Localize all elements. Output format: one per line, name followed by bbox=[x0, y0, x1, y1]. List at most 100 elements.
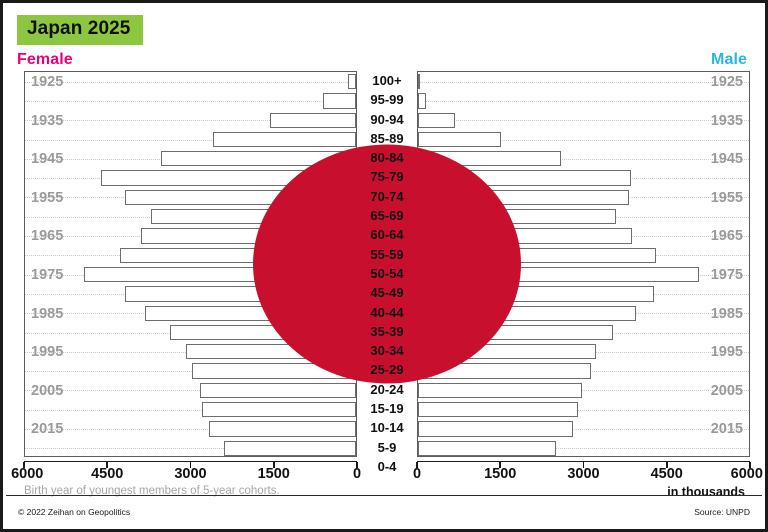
axis-tick-label: 3000 bbox=[174, 466, 207, 482]
pyramid-row bbox=[418, 361, 749, 380]
pyramid-row bbox=[418, 91, 749, 110]
birth-year-label: 1965 bbox=[31, 228, 64, 245]
birth-year-label: 2015 bbox=[31, 421, 64, 438]
bar-female-70-74 bbox=[124, 189, 356, 206]
birth-year-label: 1985 bbox=[710, 305, 743, 322]
age-label-50-54: 50-54 bbox=[370, 265, 404, 281]
axis-tick bbox=[23, 462, 25, 468]
pyramid-row: 1945 bbox=[25, 149, 356, 168]
pyramid-row: 1925 bbox=[418, 72, 749, 91]
bar-male-80-84 bbox=[418, 151, 562, 167]
age-label-95-99: 95-99 bbox=[370, 92, 404, 108]
axis-tick-label: 0 bbox=[352, 466, 362, 482]
pyramid-row bbox=[25, 400, 356, 419]
birth-year-label: 1995 bbox=[710, 344, 743, 361]
bar-female-20-24 bbox=[199, 382, 356, 399]
axis-tick-label: 4500 bbox=[650, 466, 683, 482]
bar-male-10-14 bbox=[418, 421, 574, 437]
age-label-80-84: 80-84 bbox=[370, 150, 404, 166]
bar-male-90-94 bbox=[418, 112, 456, 128]
age-label-30-34: 30-34 bbox=[370, 343, 404, 359]
pyramid-row bbox=[418, 246, 749, 265]
male-legend-label: Male bbox=[711, 51, 747, 68]
bar-male-70-74 bbox=[418, 189, 629, 206]
bar-female-10-14 bbox=[209, 421, 356, 437]
gridline bbox=[25, 81, 356, 83]
age-label-15-19: 15-19 bbox=[370, 401, 404, 417]
bar-male-55-59 bbox=[418, 247, 656, 263]
birth-year-label: 1925 bbox=[31, 74, 64, 90]
bar-female-60-64 bbox=[140, 228, 356, 244]
source-text: Source: UNPD bbox=[694, 507, 750, 517]
bar-female-50-54 bbox=[84, 266, 356, 283]
pyramid-row bbox=[25, 361, 356, 380]
axis-tick bbox=[356, 462, 358, 468]
bar-male-35-39 bbox=[418, 324, 614, 341]
page-title: Japan 2025 bbox=[17, 15, 144, 45]
age-label-10-14: 10-14 bbox=[370, 420, 404, 436]
bar-female-35-39 bbox=[169, 324, 356, 341]
age-label-40-44: 40-44 bbox=[370, 304, 404, 320]
gridline bbox=[418, 81, 749, 83]
pyramid-row: 2005 bbox=[25, 381, 356, 400]
bar-male-40-44 bbox=[418, 305, 636, 321]
birth-year-label: 1935 bbox=[710, 112, 743, 129]
birth-year-label: 2005 bbox=[710, 382, 743, 399]
gridline bbox=[418, 120, 749, 122]
age-label-70-74: 70-74 bbox=[370, 188, 404, 204]
birth-year-label: 1955 bbox=[31, 189, 64, 206]
pyramid-row bbox=[25, 168, 356, 187]
birth-year-label: 1975 bbox=[31, 266, 64, 283]
axis-tick bbox=[416, 462, 418, 468]
female-legend-label: Female bbox=[17, 51, 73, 68]
pyramid-row bbox=[25, 91, 356, 110]
birth-year-label: 1995 bbox=[31, 344, 64, 361]
pyramid-row: 1955 bbox=[418, 188, 749, 207]
birth-year-label: 1945 bbox=[710, 151, 743, 168]
pyramid-row bbox=[25, 207, 356, 226]
bar-female-100plus bbox=[347, 74, 356, 90]
age-label-90-94: 90-94 bbox=[370, 111, 404, 127]
bar-female-5-9 bbox=[224, 440, 356, 456]
age-label-65-69: 65-69 bbox=[370, 208, 404, 224]
birth-year-label: 2015 bbox=[710, 421, 743, 438]
pyramid-row: 1955 bbox=[25, 188, 356, 207]
bar-male-75-79 bbox=[418, 170, 631, 186]
pyramid-row bbox=[418, 284, 749, 303]
male-panel: 1925 1935 1945 1955 1965 1975 1985 1995 2005 2015… bbox=[417, 71, 750, 457]
axis-tick-label: 1500 bbox=[257, 466, 290, 482]
bar-female-15-19 bbox=[202, 402, 356, 418]
birth-year-label: 1945 bbox=[31, 151, 64, 168]
male-axis bbox=[416, 461, 751, 469]
age-label-25-29: 25-29 bbox=[370, 362, 404, 378]
bar-male-25-29 bbox=[418, 363, 591, 379]
bar-female-40-44 bbox=[145, 305, 356, 321]
bar-male-30-34 bbox=[418, 344, 596, 360]
bar-male-45-49 bbox=[418, 286, 654, 302]
pyramid-row bbox=[25, 246, 356, 265]
pyramid-row: 1975 bbox=[418, 265, 749, 284]
age-label-100plus: 100+ bbox=[372, 73, 402, 88]
bar-female-80-84 bbox=[160, 151, 356, 167]
pyramid-row bbox=[25, 323, 356, 342]
bar-female-65-69 bbox=[150, 209, 356, 225]
age-label-85-89: 85-89 bbox=[370, 130, 404, 146]
bar-male-95-99 bbox=[418, 93, 427, 109]
pyramid-row: 2005 bbox=[418, 381, 749, 400]
pyramid-row: 2015 bbox=[25, 419, 356, 438]
bar-female-85-89 bbox=[212, 131, 356, 148]
copyright-text: © 2022 Zeihan on Geopolitics bbox=[18, 507, 131, 517]
bar-female-75-79 bbox=[101, 170, 356, 186]
pyramid-row: 1995 bbox=[418, 342, 749, 361]
pyramid-row bbox=[418, 323, 749, 342]
pyramid-row: 1935 bbox=[418, 111, 749, 130]
footer: © 2022 Zeihan on Geopolitics Source: UNP… bbox=[6, 495, 762, 529]
axis-tick bbox=[106, 462, 109, 468]
axis-tick bbox=[499, 462, 502, 468]
age-label-75-79: 75-79 bbox=[370, 169, 404, 185]
bar-female-55-59 bbox=[119, 247, 356, 263]
axis-tick-label: 3000 bbox=[567, 466, 600, 482]
axis-tick-label: 0 bbox=[412, 466, 422, 482]
age-label-0-4: 0-4 bbox=[377, 458, 397, 474]
